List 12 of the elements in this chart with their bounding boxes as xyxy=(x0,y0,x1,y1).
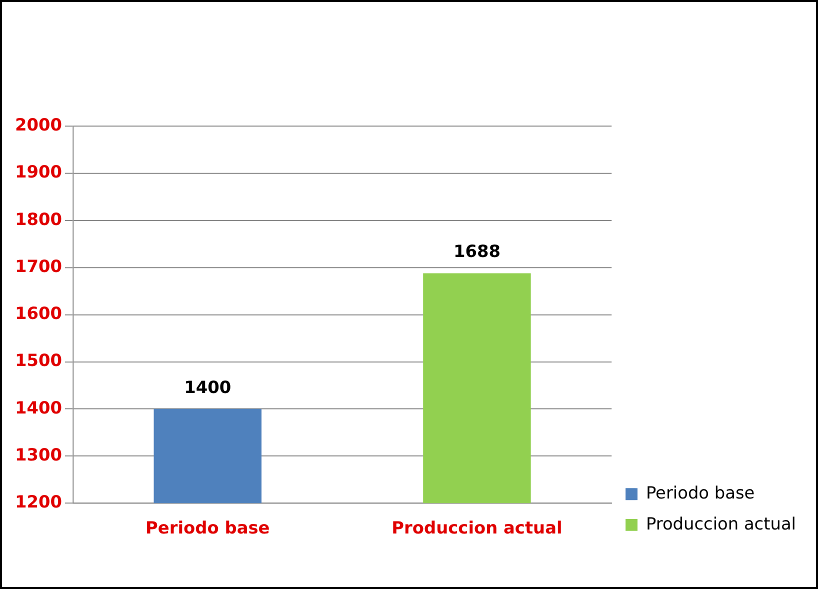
y-tick-label: 1900 xyxy=(14,162,62,182)
y-tick-label: 2000 xyxy=(14,114,62,135)
y-tick-label: 1400 xyxy=(14,397,62,418)
data-label: 1400 xyxy=(184,376,232,397)
y-tick-label: 1700 xyxy=(14,256,62,276)
legend-label: Periodo base xyxy=(646,482,755,503)
y-tick-label: 1600 xyxy=(14,303,62,324)
y-tick-label: 1500 xyxy=(14,350,62,370)
y-tick-label: 1800 xyxy=(14,208,62,229)
y-tick-label: 1300 xyxy=(14,444,62,464)
y-tick-label: 1200 xyxy=(14,492,62,512)
data-label: 1688 xyxy=(453,241,500,262)
